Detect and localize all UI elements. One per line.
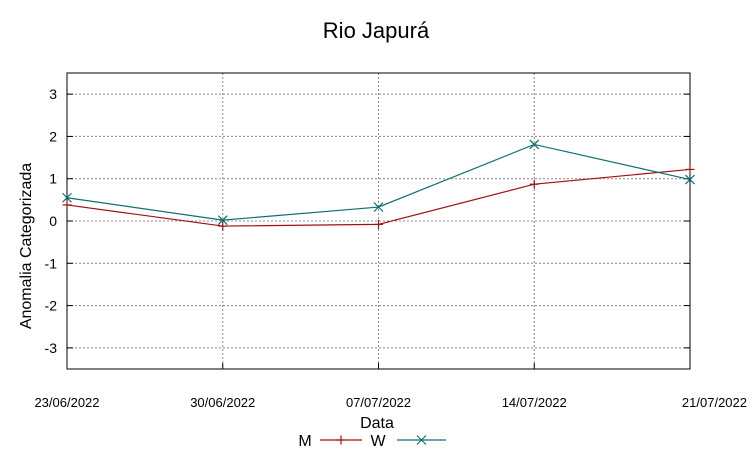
data-point-w xyxy=(217,215,228,226)
plot-frame xyxy=(66,72,691,370)
x-tick-label: 07/07/2022 xyxy=(346,395,411,410)
x-axis-label: Data xyxy=(360,415,394,432)
data-point-w xyxy=(529,139,540,150)
chart-title: Rio Japurá xyxy=(323,18,430,43)
x-tick-label: 23/06/2022 xyxy=(34,395,99,410)
x-tick-labels: 23/06/2022 30/06/2022 07/07/2022 14/07/2022… xyxy=(34,395,747,410)
y-tick-label: -2 xyxy=(45,298,58,314)
legend-label-m: M xyxy=(298,433,311,450)
x-tick-label: 14/07/2022 xyxy=(502,395,567,410)
x-tick-label: 30/06/2022 xyxy=(190,395,255,410)
y-tick-label: -3 xyxy=(45,340,58,356)
data-point-w xyxy=(62,192,72,203)
legend-marker-w xyxy=(416,435,427,445)
y-tick-label: -1 xyxy=(45,255,58,271)
y-tick-label: 1 xyxy=(49,171,57,187)
data-point-w xyxy=(685,174,695,185)
data-point-w xyxy=(373,202,384,212)
series-group xyxy=(62,139,695,231)
y-tick-labels: 3 2 1 0 -1 -2 -3 xyxy=(45,86,58,356)
y-tick-label: 2 xyxy=(49,128,57,144)
y-tick-label: 0 xyxy=(49,213,57,229)
y-tick-label: 3 xyxy=(49,86,57,102)
y-axis-label: Anomalia Categorizada xyxy=(18,163,35,329)
x-tick-label: 21/07/2022 xyxy=(682,395,747,410)
legend-label-w: W xyxy=(370,433,386,450)
